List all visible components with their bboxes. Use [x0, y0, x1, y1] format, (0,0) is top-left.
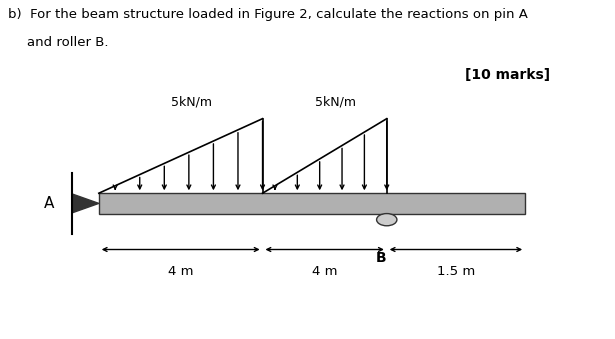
Text: 5kN/m: 5kN/m [315, 96, 357, 108]
Text: 4 m: 4 m [312, 265, 338, 278]
Text: [10 marks]: [10 marks] [466, 68, 550, 82]
Polygon shape [73, 194, 99, 213]
Text: 5kN/m: 5kN/m [172, 96, 212, 108]
Text: 4 m: 4 m [168, 265, 194, 278]
Text: A: A [44, 196, 54, 211]
Text: B: B [376, 251, 387, 265]
Circle shape [376, 214, 397, 226]
Text: b)  For the beam structure loaded in Figure 2, calculate the reactions on pin A: b) For the beam structure loaded in Figu… [9, 8, 528, 21]
Bar [99, 193, 525, 214]
Text: 1.5 m: 1.5 m [437, 265, 475, 278]
Text: and roller B.: and roller B. [27, 36, 109, 48]
